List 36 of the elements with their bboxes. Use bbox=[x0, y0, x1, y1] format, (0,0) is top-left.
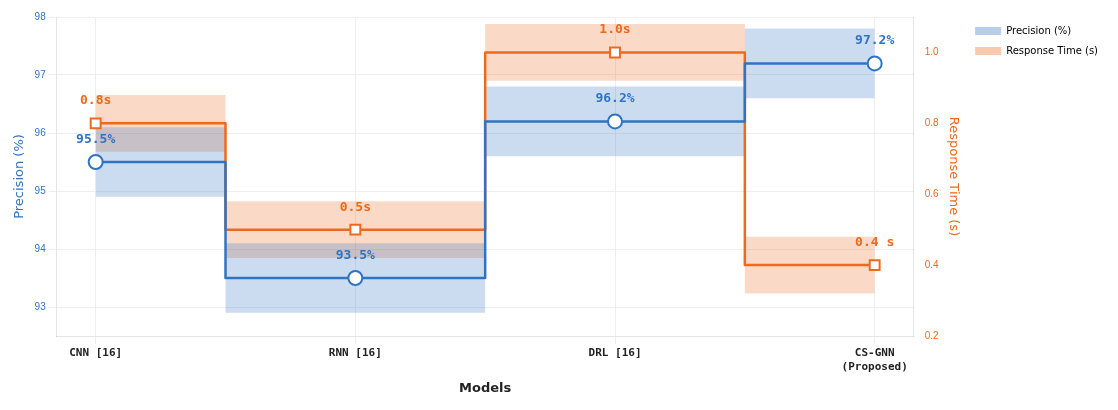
data-label: 0.5s bbox=[339, 198, 371, 214]
point bbox=[89, 117, 102, 130]
data-label: 0.4 s bbox=[855, 233, 895, 249]
point bbox=[347, 270, 364, 286]
x-tick-label: RNN [16] bbox=[328, 346, 382, 360]
y-tick-label: 95 bbox=[34, 184, 47, 196]
point bbox=[609, 46, 621, 59]
x-tick-label: CNN [16] bbox=[69, 346, 123, 360]
y2-tick-label: 0.6 bbox=[924, 187, 939, 199]
y-tick-label: 98 bbox=[34, 10, 47, 22]
y2-tick-label: 1.0 bbox=[924, 46, 939, 58]
point bbox=[868, 259, 881, 272]
x-tick-label: CS-GNN (Proposed) bbox=[841, 346, 908, 373]
y2-tick-label: 0.2 bbox=[924, 329, 939, 341]
y2-tick-label: 0.4 bbox=[924, 258, 939, 270]
y-axis-title: Precision (%) bbox=[11, 134, 27, 219]
data-label: 96.2% bbox=[595, 90, 635, 106]
legend-label: Response Time (s) bbox=[1006, 44, 1099, 56]
point bbox=[607, 113, 624, 130]
data-label: 95.5% bbox=[76, 130, 116, 146]
y-tick-label: 93 bbox=[34, 300, 47, 312]
point bbox=[866, 55, 883, 72]
y2-axis-title: Response Time (s) bbox=[946, 116, 962, 237]
point bbox=[349, 223, 362, 236]
data-label: 1.0s bbox=[599, 21, 631, 37]
data-label: 0.8s bbox=[80, 92, 112, 108]
y-tick-label: 97 bbox=[34, 68, 47, 80]
x-tick-label: DRL [16] bbox=[588, 346, 642, 360]
x-axis-title: Models bbox=[459, 379, 512, 395]
y-tick-label: 94 bbox=[34, 242, 47, 254]
y-tick-label: 96 bbox=[34, 126, 47, 138]
data-label: 93.5% bbox=[335, 246, 376, 262]
legend-label: Precision (%) bbox=[1006, 24, 1072, 36]
data-label: 97.2% bbox=[855, 32, 895, 48]
point bbox=[87, 154, 104, 170]
y2-tick-label: 0.8 bbox=[924, 117, 939, 129]
